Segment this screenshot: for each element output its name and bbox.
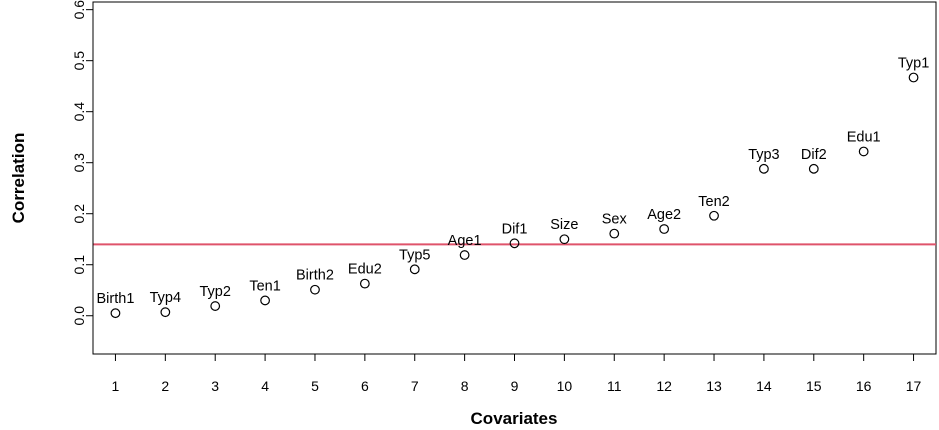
point-label: Typ4 [150, 290, 181, 306]
point-label: Age1 [448, 233, 482, 249]
y-tick-label: 0.0 [71, 306, 87, 326]
point-label: Typ5 [399, 247, 430, 263]
y-tick-label: 0.5 [71, 51, 87, 71]
point-label: Ten1 [249, 278, 280, 294]
data-point [808, 163, 819, 174]
x-tick-label: 1 [112, 378, 120, 394]
x-tick-label: 2 [161, 378, 169, 394]
data-point [609, 228, 620, 239]
x-tick-label: 4 [261, 378, 269, 394]
x-tick-label: 11 [607, 378, 622, 394]
x-tick-label: 17 [906, 378, 922, 394]
x-tick-label: 15 [806, 378, 822, 394]
x-tick-label: 8 [461, 378, 469, 394]
data-point [310, 284, 320, 295]
data-point [709, 210, 719, 221]
data-point [110, 308, 121, 319]
x-axis: 1 2 3 4 5 6 7 8 9 10 11 12 13 14 15 16 17 [112, 353, 922, 394]
x-tick-label: 10 [557, 378, 573, 394]
data-point [858, 146, 869, 157]
data-point [210, 301, 221, 311]
point-label: Birth2 [296, 268, 334, 284]
point-label: Edu1 [847, 129, 881, 145]
point-label: Ten2 [698, 194, 729, 210]
x-axis-title: Covariates [471, 409, 558, 428]
x-tick-label: 13 [706, 378, 722, 394]
point-label: Age2 [647, 207, 681, 223]
point-label: Sex [602, 212, 628, 228]
plot-frame [92, 1, 937, 355]
y-tick-label: 0.3 [71, 153, 87, 173]
data-point [509, 238, 520, 249]
data-point [908, 72, 919, 83]
x-tick-label: 7 [411, 378, 419, 394]
x-tick-label: 14 [756, 378, 772, 394]
x-tick-label: 3 [211, 378, 219, 394]
data-point [160, 307, 171, 318]
point-label: Size [550, 217, 578, 233]
x-tick-label: 16 [856, 378, 872, 394]
data-point [559, 234, 570, 245]
data-point [359, 278, 370, 289]
x-tick-label: 9 [511, 378, 519, 394]
data-point [659, 224, 670, 234]
point-label: Dif2 [801, 147, 827, 163]
point-label: Typ1 [898, 56, 929, 72]
y-tick-label: 0.2 [71, 204, 87, 224]
y-tick-label: 0.4 [71, 102, 87, 122]
point-label: Typ3 [748, 147, 779, 163]
data-points: Birth1 Typ4 Typ2 Ten1 Birth2 Edu2 Typ5 Age1 Dif1… [97, 56, 929, 319]
y-axis: 0.0 0.1 0.2 0.3 0.4 0.5 0.6 [71, 0, 94, 326]
x-tick-label: 5 [311, 378, 319, 394]
data-point [759, 163, 769, 174]
y-tick-label: 0.6 [71, 0, 87, 19]
y-tick-label: 0.1 [71, 255, 87, 275]
y-axis-title: Correlation [9, 133, 28, 224]
data-point [409, 264, 420, 275]
point-label: Birth1 [97, 291, 135, 307]
point-label: Dif1 [502, 221, 528, 237]
data-point [260, 295, 270, 306]
x-tick-label: 12 [656, 378, 672, 394]
point-label: Edu2 [348, 262, 382, 278]
x-tick-label: 6 [361, 378, 369, 394]
data-point [459, 250, 470, 260]
point-label: Typ2 [199, 284, 230, 300]
